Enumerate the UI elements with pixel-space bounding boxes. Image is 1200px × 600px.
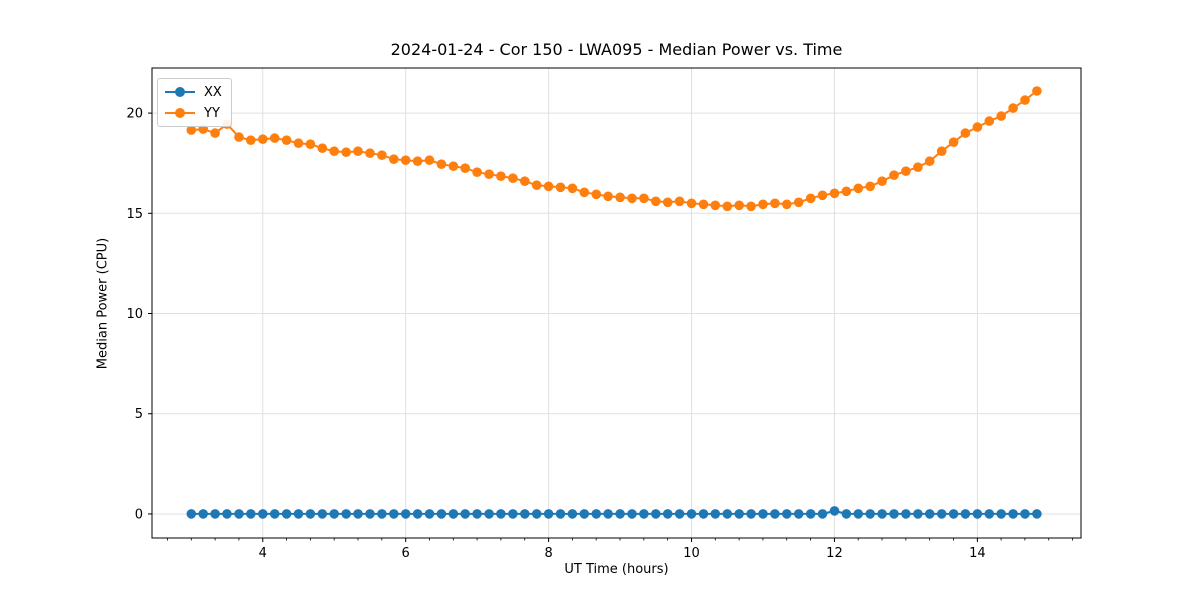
x-tick-label: 4 xyxy=(259,546,267,561)
axes-ticks: 4 6 8 10 12 14 0 5 10 15 20 xyxy=(126,107,1073,561)
legend: XX YY xyxy=(157,78,232,127)
legend-label-xx: XX xyxy=(204,84,222,100)
x-axis-label: UT Time (hours) xyxy=(564,562,669,577)
series-xx xyxy=(186,506,1042,519)
x-tick-label: 10 xyxy=(683,546,700,561)
legend-marker-yy-icon xyxy=(165,108,195,118)
grid xyxy=(152,68,1081,538)
legend-item-xx: XX xyxy=(165,83,222,101)
x-tick-label: 8 xyxy=(544,546,552,561)
legend-item-yy: YY xyxy=(165,104,222,122)
x-tick-label: 6 xyxy=(402,546,410,561)
legend-marker-xx-icon xyxy=(165,87,195,97)
series-yy xyxy=(186,86,1042,212)
chart-title: 2024-01-24 - Cor 150 - LWA095 - Median P… xyxy=(390,40,843,59)
y-axis-label: Median Power (CPU) xyxy=(95,237,111,370)
y-tick-label: 5 xyxy=(135,407,143,422)
y-tick-label: 0 xyxy=(135,507,143,522)
plot-border xyxy=(151,67,1082,539)
x-tick-label: 12 xyxy=(826,546,843,561)
y-tick-label: 10 xyxy=(126,307,143,322)
x-tick-label: 14 xyxy=(969,546,986,561)
legend-label-yy: YY xyxy=(204,105,220,121)
y-tick-label: 15 xyxy=(126,207,143,222)
y-tick-label: 20 xyxy=(126,107,143,122)
